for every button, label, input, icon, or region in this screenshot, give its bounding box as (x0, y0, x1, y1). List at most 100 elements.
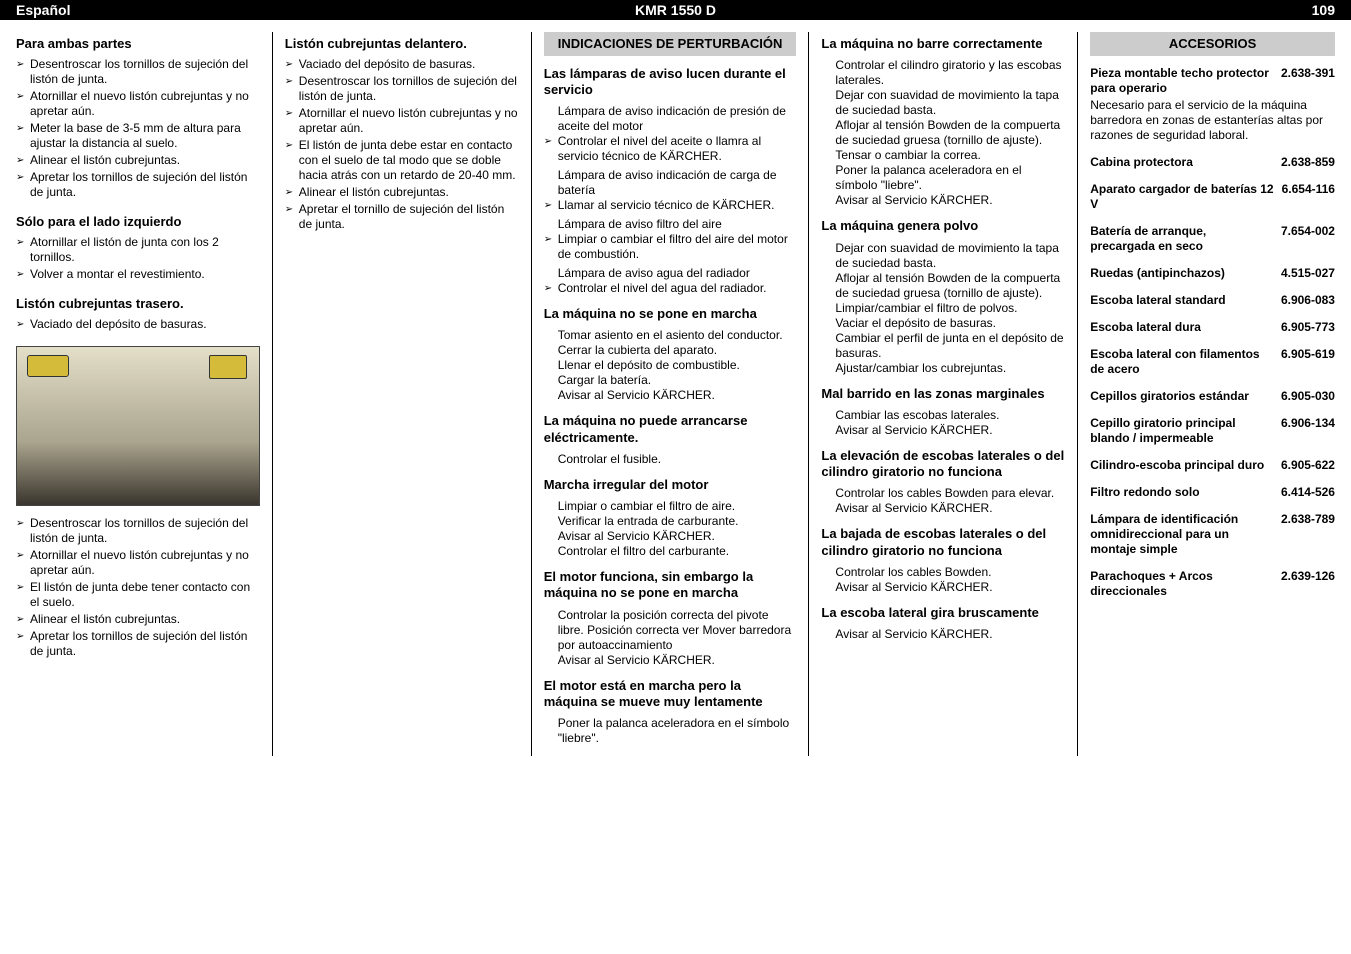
accessory-number: 6.654-116 (1282, 182, 1335, 212)
column-4: La máquina no barre correctamente Contro… (809, 32, 1078, 756)
trouble-block: La escoba lateral gira bruscamente Avisa… (821, 605, 1065, 642)
accessory-list: Cabina protectora 2.638-859 Aparato cargad… (1090, 155, 1335, 599)
accessory-block: Pieza montable techo protector para oper… (1090, 66, 1335, 143)
list-item: Apretar los tornillos de sujeción del li… (16, 629, 260, 659)
section-title: La máquina no puede arrancarse eléctrica… (544, 413, 797, 446)
accessory-number: 6.905-619 (1281, 347, 1335, 377)
trouble-block: La bajada de escobas laterales o del cil… (821, 526, 1065, 595)
accessory-name: Pieza montable techo protector para oper… (1090, 66, 1281, 96)
section-title: Listón cubrejuntas delantero. (285, 36, 519, 51)
list-item: Desentroscar los tornillos de sujeción d… (16, 57, 260, 87)
list-item: Alinear el listón cubrejuntas. (285, 185, 519, 200)
page-header: Español KMR 1550 D 109 (0, 0, 1351, 20)
list-item: Atornillar el nuevo listón cubrejuntas y… (16, 89, 260, 119)
accessory-block: Cepillos giratorios estándar6.905-030 (1090, 389, 1335, 404)
list-item: Atornillar el nuevo listón cubrejuntas y… (285, 106, 519, 136)
accessory-number: 7.654-002 (1281, 224, 1335, 254)
bullet-list: Desentroscar los tornillos de sujeción d… (16, 516, 260, 659)
list-item: Limpiar o cambiar el filtro del aire del… (544, 232, 797, 262)
accessory-name: Cabina protectora (1090, 155, 1201, 170)
body-text: Tomar asiento en el asiento del conducto… (544, 328, 797, 403)
list-item: Volver a montar el revestimiento. (16, 267, 260, 282)
body-text: Dejar con suavidad de movimiento la tapa… (821, 241, 1065, 376)
section-title: Para ambas partes (16, 36, 260, 51)
list-item: Alinear el listón cubrejuntas. (16, 153, 260, 168)
section-title: Mal barrido en las zonas marginales (821, 386, 1065, 402)
accessory-description: Necesario para el servicio de la máquina… (1090, 98, 1335, 143)
bullet-list: Desentroscar los tornillos de sujeción d… (16, 57, 260, 200)
section-title: La máquina genera polvo (821, 218, 1065, 234)
diagram-image-placeholder (16, 346, 260, 506)
trouble-block: La elevación de escobas laterales o del … (821, 448, 1065, 517)
body-text: Controlar el fusible. (544, 452, 797, 467)
sub-text: Lámpara de aviso agua del radiador (544, 266, 797, 281)
list-item: Llamar al servicio técnico de KÄRCHER. (544, 198, 797, 213)
accessory-number: 2.639-126 (1281, 569, 1335, 599)
trouble-block: Mal barrido en las zonas marginales Camb… (821, 386, 1065, 438)
list-item: Desentroscar los tornillos de sujeción d… (285, 74, 519, 104)
accessory-number: 6.906-134 (1281, 416, 1335, 446)
accessory-name: Cepillo giratorio principal blando / imp… (1090, 416, 1281, 446)
accessory-block: Escoba lateral dura6.905-773 (1090, 320, 1335, 335)
body-text: Controlar los cables Bowden. Avisar al S… (821, 565, 1065, 595)
accessory-name: Lámpara de identificación omnidirecciona… (1090, 512, 1281, 557)
list-item: Apretar los tornillos de sujeción del li… (16, 170, 260, 200)
trouble-block: La máquina no se pone en marcha Tomar as… (544, 306, 797, 403)
bullet-list: Atornillar el listón de junta con los 2 … (16, 235, 260, 282)
trouble-block: El motor funciona, sin embargo la máquin… (544, 569, 797, 668)
accessory-name: Cepillos giratorios estándar (1090, 389, 1257, 404)
list-item: El listón de junta debe estar en contact… (285, 138, 519, 183)
accessory-number: 6.906-083 (1281, 293, 1335, 308)
list-item: Apretar el tornillo de sujeción del list… (285, 202, 519, 232)
list-item: Controlar el nivel del aceite o llamra a… (544, 134, 797, 164)
accessory-name: Ruedas (antipinchazos) (1090, 266, 1233, 281)
sub-text: Lámpara de aviso indicación de presión d… (544, 104, 797, 134)
body-text: Limpiar o cambiar el filtro de aire. Ver… (544, 499, 797, 559)
section-title: La bajada de escobas laterales o del cil… (821, 526, 1065, 559)
trouble-block: El motor está en marcha pero la máquina … (544, 678, 797, 747)
accessory-number: 6.414-526 (1281, 485, 1335, 500)
accessory-block: Cilindro-escoba principal duro6.905-622 (1090, 458, 1335, 473)
content-columns: Para ambas partes Desentroscar los torni… (0, 20, 1351, 772)
accessory-number: 2.638-789 (1281, 512, 1335, 557)
list-item: El listón de junta debe tener contacto c… (16, 580, 260, 610)
trouble-block: Las lámparas de aviso lucen durante el s… (544, 66, 797, 297)
column-5: ACCESORIOS Pieza montable techo protecto… (1078, 32, 1335, 756)
list-item: Vaciado del depósito de basuras. (16, 317, 260, 332)
list-item: Desentroscar los tornillos de sujeción d… (16, 516, 260, 546)
list-item: Controlar el nivel del agua del radiador… (544, 281, 797, 296)
accessory-name: Parachoques + Arcos direccionales (1090, 569, 1281, 599)
bullet-list: Vaciado del depósito de basuras. (16, 317, 260, 332)
section-title: La máquina no se pone en marcha (544, 306, 797, 322)
body-text: Controlar la posición correcta del pivot… (544, 608, 797, 668)
body-text: Avisar al Servicio KÄRCHER. (821, 627, 1065, 642)
list-item: Meter la base de 3-5 mm de altura para a… (16, 121, 260, 151)
accessory-block: Cabina protectora 2.638-859 (1090, 155, 1335, 170)
accessory-block: Filtro redondo solo6.414-526 (1090, 485, 1335, 500)
accessory-block: Ruedas (antipinchazos)4.515-027 (1090, 266, 1335, 281)
body-text: Controlar el cilindro giratorio y las es… (821, 58, 1065, 208)
accessory-block: Escoba lateral standard6.906-083 (1090, 293, 1335, 308)
body-text: Poner la palanca aceleradora en el símbo… (544, 716, 797, 746)
accessory-name: Batería de arranque, precargada en seco (1090, 224, 1281, 254)
header-language: Español (0, 2, 446, 18)
section-title: Marcha irregular del motor (544, 477, 797, 493)
column-2: Listón cubrejuntas delantero. Vaciado de… (273, 32, 532, 756)
section-title: Sólo para el lado izquierdo (16, 214, 260, 229)
accessory-block: Batería de arranque, precargada en seco7… (1090, 224, 1335, 254)
column-1: Para ambas partes Desentroscar los torni… (16, 32, 273, 756)
trouble-block: La máquina no barre correctamente Contro… (821, 36, 1065, 208)
section-title: El motor está en marcha pero la máquina … (544, 678, 797, 711)
accessory-name: Cilindro-escoba principal duro (1090, 458, 1272, 473)
accessory-block: Escoba lateral con filamentos de acero6.… (1090, 347, 1335, 377)
column-3: INDICACIONES DE PERTURBACIÓN Las lámpara… (532, 32, 810, 756)
accessory-block: Aparato cargador de baterías 12 V6.654-1… (1090, 182, 1335, 212)
accessory-number: 2.638-859 (1281, 155, 1335, 170)
body-text: Cambiar las escobas laterales. Avisar al… (821, 408, 1065, 438)
accessory-number: 2.638-391 (1281, 66, 1335, 96)
header-model: KMR 1550 D (446, 2, 905, 18)
list-item: Vaciado del depósito de basuras. (285, 57, 519, 72)
section-box-header: INDICACIONES DE PERTURBACIÓN (544, 32, 797, 56)
list-item: Atornillar el nuevo listón cubrejuntas y… (16, 548, 260, 578)
section-title: La máquina no barre correctamente (821, 36, 1065, 52)
